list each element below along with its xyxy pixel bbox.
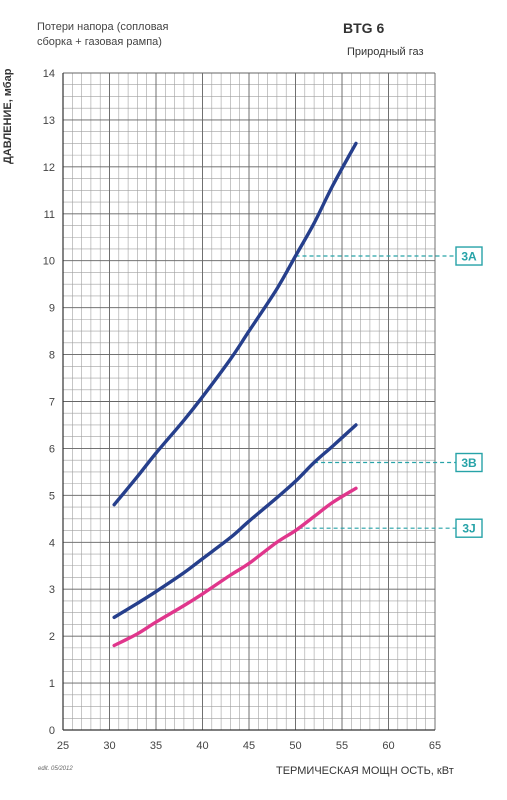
y-tick-label: 7 xyxy=(49,397,55,409)
y-tick-label: 9 xyxy=(49,303,55,315)
y-tick-label: 12 xyxy=(43,162,55,174)
y-tick-label: 11 xyxy=(44,209,55,221)
edition-note: edit. 05/2012 xyxy=(38,766,73,772)
chart-subtitle: Потери напора (сопловая сборка + газовая… xyxy=(37,20,169,50)
y-tick-label: 0 xyxy=(49,725,55,737)
grid-major xyxy=(62,72,436,731)
x-tick-label: 35 xyxy=(150,740,162,752)
label-box-3j xyxy=(455,518,483,538)
y-tick-label: 4 xyxy=(49,537,55,549)
model-title: BTG 6 xyxy=(343,20,385,36)
x-tick-label: 45 xyxy=(243,740,255,752)
x-tick-label: 40 xyxy=(196,740,208,752)
subtitle-line-2: сборка + газовая рампа) xyxy=(37,36,162,48)
y-tick-label: 1 xyxy=(49,678,55,690)
x-tick-label: 55 xyxy=(336,740,348,752)
x-tick-label: 60 xyxy=(382,740,394,752)
y-tick-label: 14 xyxy=(43,68,55,80)
series-label-3a: 3A xyxy=(461,250,477,264)
y-tick-label: 5 xyxy=(49,490,55,502)
series-line-3j xyxy=(112,486,358,648)
series-label-3j: 3J xyxy=(462,522,475,536)
x-tick-label: 25 xyxy=(57,740,69,752)
y-tick-label: 10 xyxy=(43,256,55,268)
label-box-3b xyxy=(455,452,483,473)
series-markers: 3A 3B 3J xyxy=(295,246,483,538)
y-tick-label: 2 xyxy=(49,631,55,643)
series-line-3b xyxy=(112,423,358,620)
axes xyxy=(62,73,435,731)
y-tick-label: 8 xyxy=(49,350,55,362)
x-tick-label: 30 xyxy=(103,740,115,752)
y-tick-label: 13 xyxy=(43,115,55,127)
x-tick-label: 65 xyxy=(429,740,441,752)
series-lines xyxy=(112,141,358,648)
series-label-3b: 3B xyxy=(461,456,477,470)
subtitle-line-1: Потери напора (сопловая xyxy=(37,21,169,33)
y-tick-label: 3 xyxy=(49,584,55,596)
x-tick-label: 50 xyxy=(289,740,301,752)
y-tick-label: 6 xyxy=(49,443,55,455)
series-line-3a xyxy=(112,141,358,507)
fuel-type: Природный газ xyxy=(347,46,424,58)
label-box-3a xyxy=(455,246,483,266)
x-axis-label: ТЕРМИЧЕСКАЯ МОЩН ОСТЬ, кВт xyxy=(276,765,454,777)
